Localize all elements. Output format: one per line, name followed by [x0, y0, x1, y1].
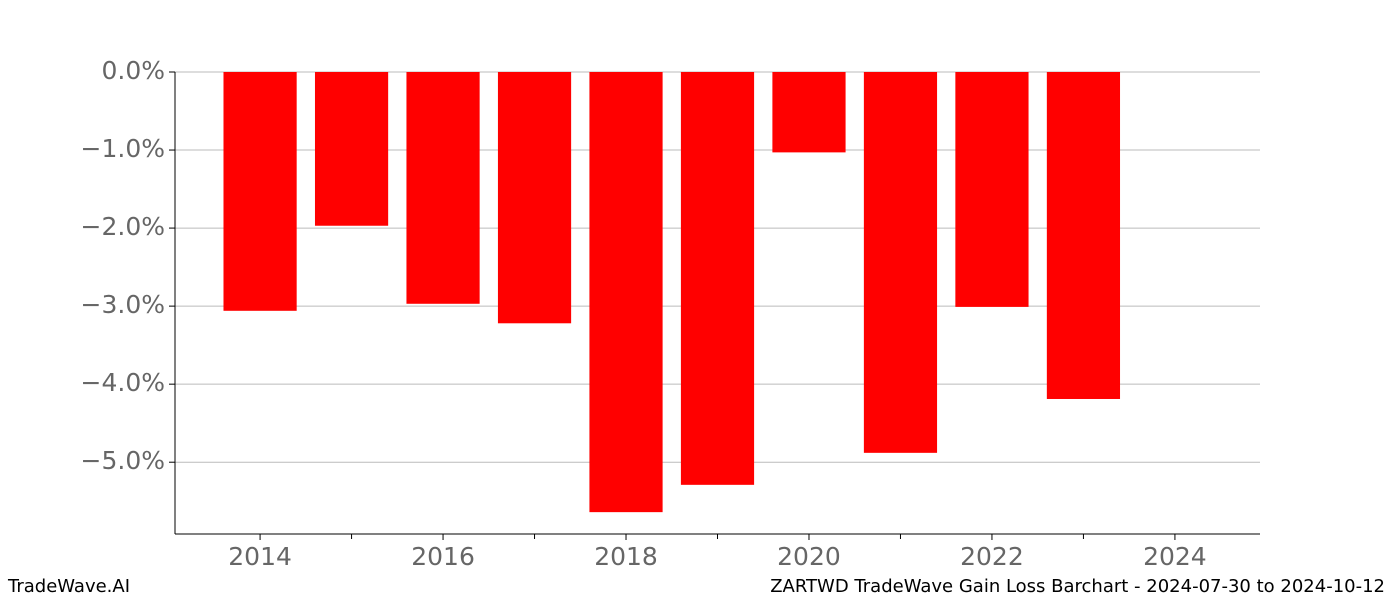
x-tick-label: 2018 [594, 542, 658, 571]
x-tick-label: 2016 [411, 542, 475, 571]
brand: TradeWave.AI [7, 576, 130, 597]
bar [497, 72, 572, 324]
chart-title: ZARTWD TradeWave Gain Loss Barchart - 20… [770, 576, 1385, 597]
bar [955, 72, 1029, 307]
bar [680, 72, 755, 485]
bar [314, 72, 389, 226]
bar [863, 72, 938, 453]
y-tick-label: −3.0% [81, 290, 165, 319]
x-tick-label: 2022 [960, 542, 1024, 571]
x-tick-label: 2024 [1143, 542, 1207, 571]
y-tick-label: −2.0% [81, 212, 165, 241]
bar [223, 72, 297, 311]
bar [406, 72, 480, 304]
x-tick-label: 2020 [777, 542, 841, 571]
y-tick-label: −5.0% [81, 446, 165, 475]
bar [1046, 72, 1121, 399]
bar [589, 72, 663, 513]
y-tick-label: 0.0% [101, 56, 165, 85]
x-tick-label: 2014 [228, 542, 292, 571]
y-tick-label: −1.0% [81, 134, 165, 163]
bar [772, 72, 846, 153]
y-tick-label: −4.0% [81, 368, 165, 397]
